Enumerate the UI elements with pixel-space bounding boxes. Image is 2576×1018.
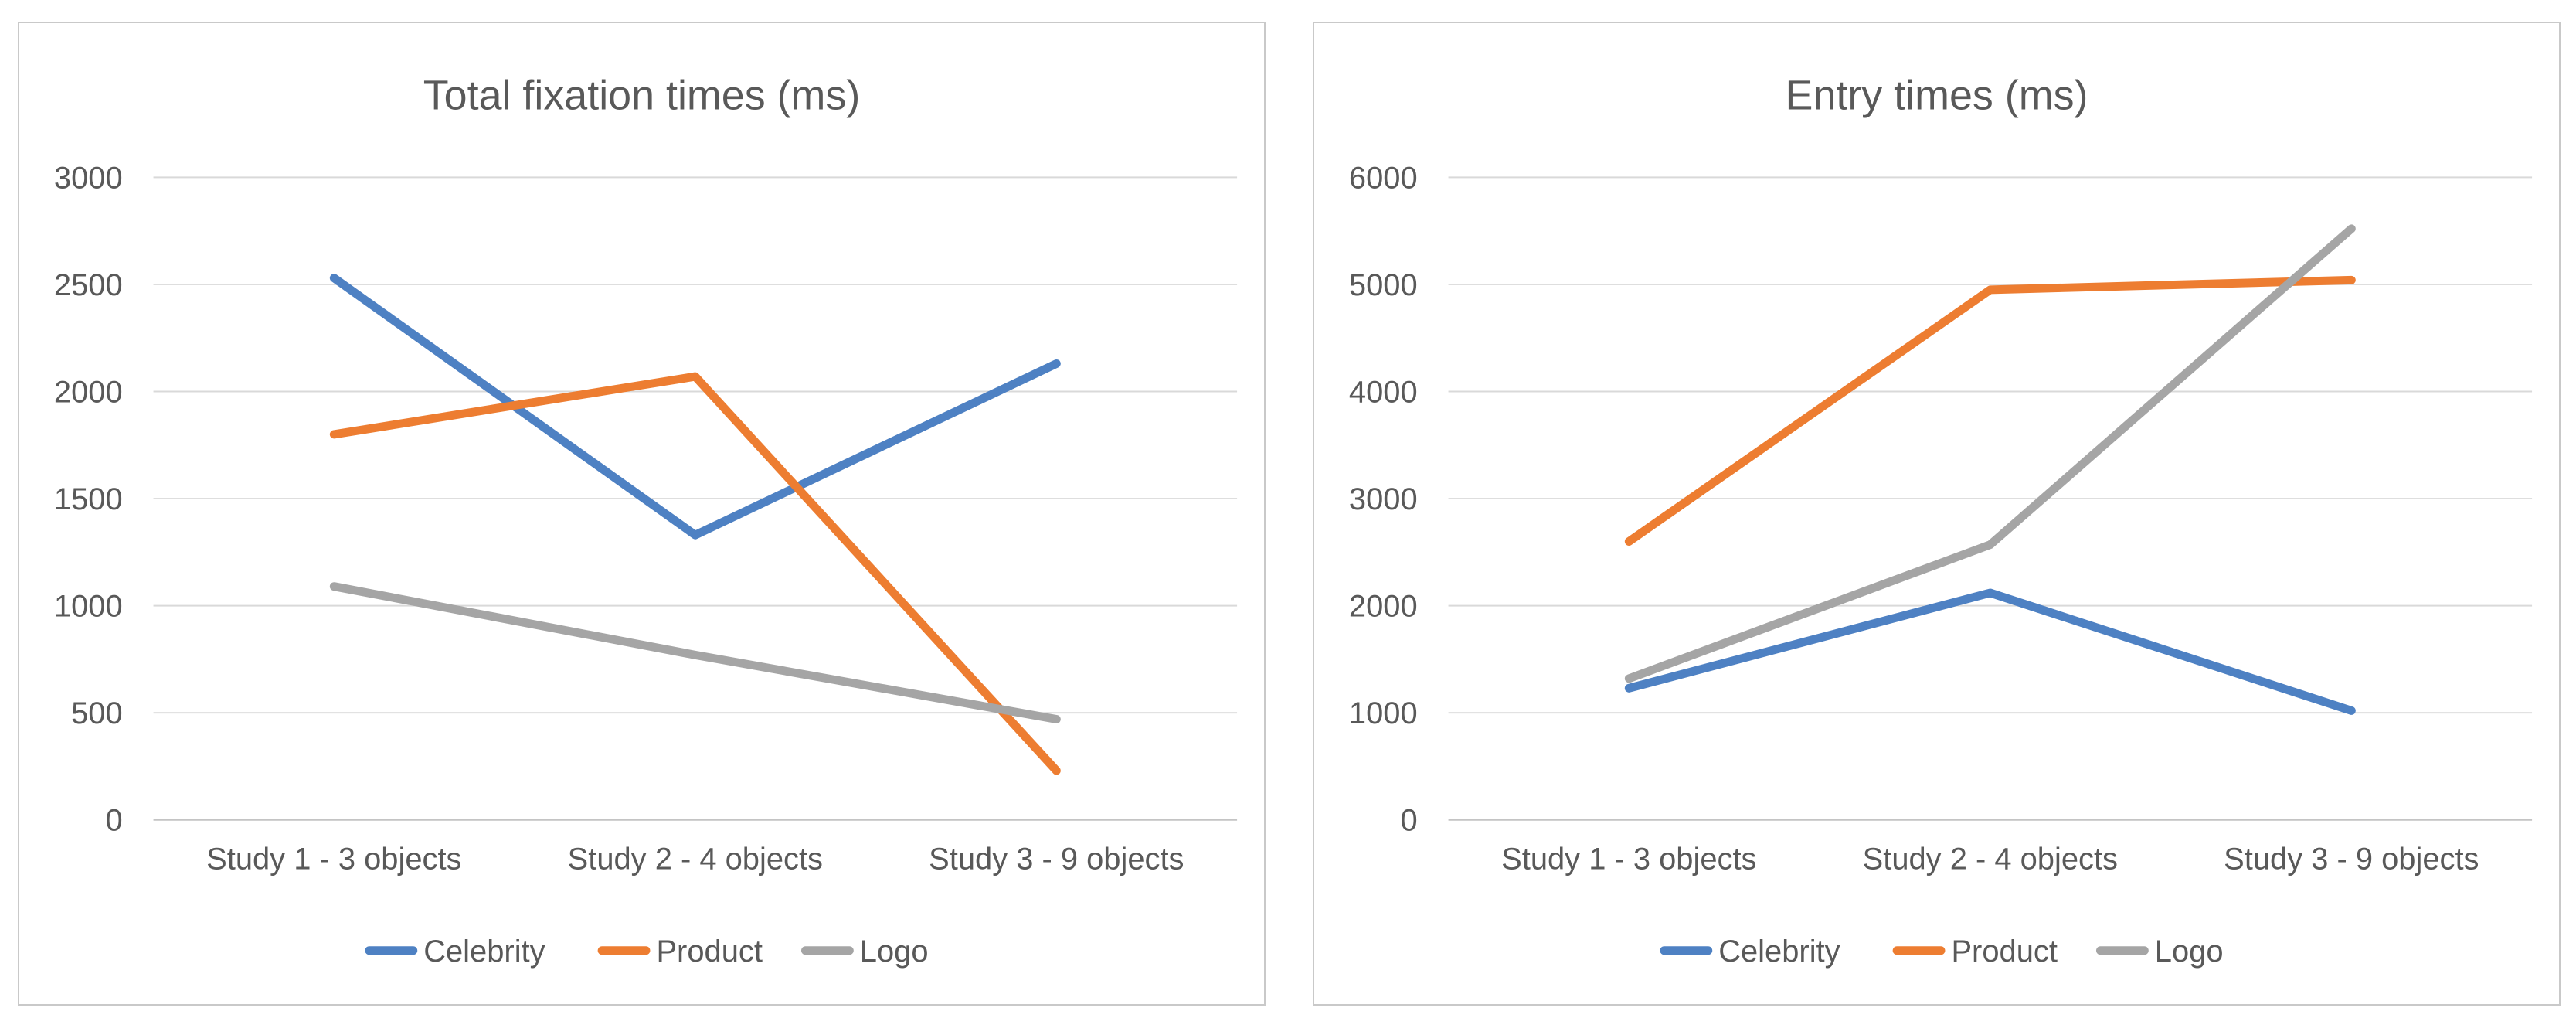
y-tick-label-3000: 3000 [1349,482,1418,516]
y-tick-label-4000: 4000 [1349,375,1418,409]
x-category-label-2: Study 2 - 4 objects [568,843,823,877]
legend-label-logo: Logo [860,935,929,969]
total-fixation-times-chart-panel: 0 500 1000 1500 2000 2500 3000 Total fixation t… [18,22,1266,1006]
legend-marker-logo [800,946,854,955]
x-category-label-2: Study 2 - 4 objects [1863,843,2118,877]
legend-marker-product [597,946,651,955]
y-tick-label-0: 0 [105,804,122,838]
y-tick-label-1000: 1000 [54,590,123,624]
y-tick-label-3000: 3000 [54,161,123,195]
total-fixation-times-chart: 0 500 1000 1500 2000 2500 3000 Total fixation t… [54,73,1238,969]
legend-label-product: Product [1951,935,2057,969]
y-tick-label-2000: 2000 [1349,590,1418,624]
legend-label-celebrity: Celebrity [1718,935,1840,969]
chart-title: Entry times (ms) [1786,73,2088,119]
x-category-label-1: Study 1 - 3 objects [206,843,461,877]
product-series-line [329,372,1061,775]
y-tick-label-1500: 1500 [54,482,123,516]
x-category-label-3: Study 3 - 9 objects [2224,843,2479,877]
celebrity-series-line [1624,588,2356,715]
product-series-line [1624,275,2356,546]
y-tick-label-5000: 5000 [1349,268,1418,302]
y-tick-label-0: 0 [1400,804,1417,838]
y-tick-label-1000: 1000 [1349,696,1418,730]
celebrity-series-line [329,274,1061,540]
legend-marker-product [1892,946,1946,955]
legend: Celebrity Product Logo [365,935,929,969]
y-tick-label-500: 500 [71,696,123,730]
x-category-label-3: Study 3 - 9 objects [929,843,1184,877]
logo-series-line [1624,224,2356,683]
legend: Celebrity Product Logo [1660,935,2224,969]
legend-label-logo: Logo [2155,935,2224,969]
legend-marker-celebrity [365,946,418,955]
legend-label-celebrity: Celebrity [423,935,545,969]
x-category-label-1: Study 1 - 3 objects [1501,843,1756,877]
legend-marker-celebrity [1660,946,1713,955]
legend-marker-logo [2095,946,2149,955]
y-tick-label-2000: 2000 [54,375,123,409]
entry-times-chart: 0 1000 2000 3000 4000 5000 6000 Entry times (ms… [1349,73,2533,969]
legend-label-product: Product [656,935,762,969]
logo-series-line [329,582,1061,723]
y-tick-label-6000: 6000 [1349,161,1418,195]
entry-times-chart-panel: 0 1000 2000 3000 4000 5000 6000 Entry times (ms… [1313,22,2561,1006]
chart-title: Total fixation times (ms) [423,73,861,119]
y-tick-label-2500: 2500 [54,268,123,302]
